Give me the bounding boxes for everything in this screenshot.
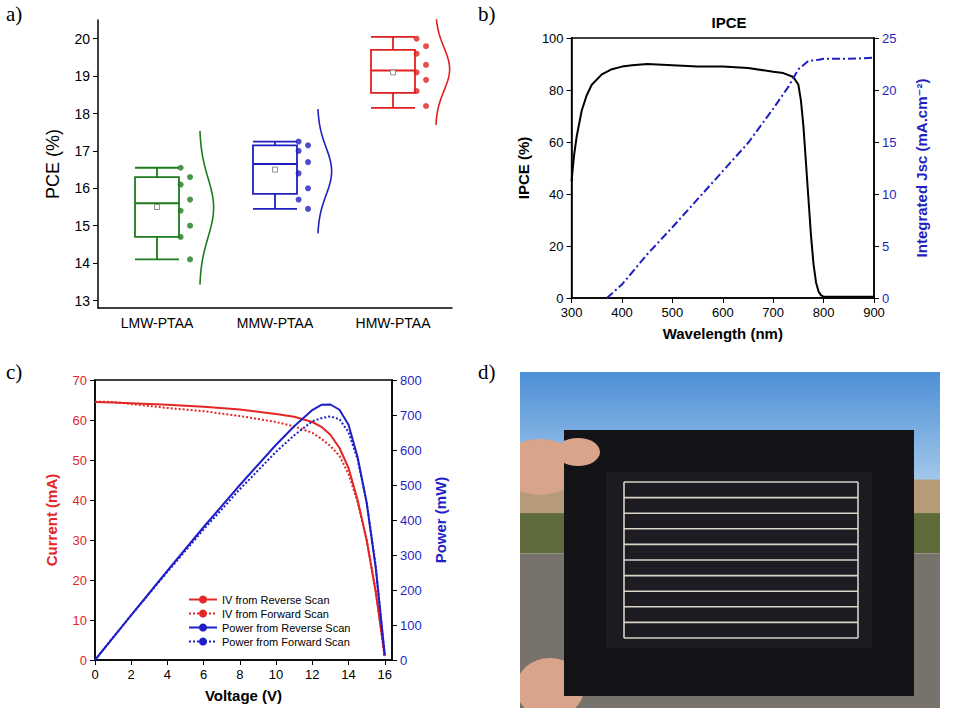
svg-text:14: 14 — [74, 255, 90, 271]
svg-text:0: 0 — [882, 291, 889, 306]
svg-text:10: 10 — [73, 613, 87, 628]
svg-text:5: 5 — [882, 239, 889, 254]
svg-text:700: 700 — [762, 305, 784, 320]
svg-text:500: 500 — [662, 305, 684, 320]
svg-text:19: 19 — [74, 68, 90, 84]
svg-text:20: 20 — [549, 239, 563, 254]
svg-text:300: 300 — [400, 548, 422, 563]
svg-text:700: 700 — [400, 408, 422, 423]
svg-text:100: 100 — [400, 618, 422, 633]
svg-text:20: 20 — [74, 31, 90, 47]
svg-text:IV from Forward Scan: IV from Forward Scan — [222, 608, 329, 620]
svg-text:20: 20 — [882, 83, 896, 98]
svg-text:300: 300 — [561, 305, 583, 320]
svg-text:Current (mA): Current (mA) — [43, 474, 60, 567]
svg-text:14: 14 — [341, 667, 355, 682]
html-text:c): c) — [6, 360, 23, 384]
svg-text:200: 200 — [400, 583, 422, 598]
svg-text:4: 4 — [164, 667, 171, 682]
svg-text:10: 10 — [269, 667, 283, 682]
svg-text:60: 60 — [73, 413, 87, 428]
svg-text:16: 16 — [74, 180, 90, 196]
svg-text:PCE (%): PCE (%) — [43, 129, 63, 199]
svg-text:18: 18 — [74, 106, 90, 122]
svg-text:500: 500 — [400, 478, 422, 493]
svg-text:80: 80 — [549, 83, 563, 98]
svg-text:13: 13 — [74, 293, 90, 309]
svg-text:15: 15 — [882, 135, 896, 150]
svg-text:Wavelength (nm): Wavelength (nm) — [663, 325, 783, 342]
html-text:b): b) — [478, 2, 496, 26]
svg-text:0: 0 — [400, 653, 407, 668]
svg-text:Power from Reverse Scan: Power from Reverse Scan — [222, 622, 350, 634]
svg-text:LMW-PTAA: LMW-PTAA — [121, 315, 194, 331]
svg-text:IV from Reverse Scan: IV from Reverse Scan — [222, 594, 330, 606]
svg-text:6: 6 — [200, 667, 207, 682]
svg-text:IPCE: IPCE — [711, 14, 746, 31]
html-text:a): a) — [6, 2, 23, 26]
svg-text:Power (mW): Power (mW) — [432, 477, 449, 564]
svg-text:40: 40 — [73, 493, 87, 508]
svg-text:MMW-PTAA: MMW-PTAA — [237, 315, 314, 331]
svg-text:800: 800 — [400, 373, 422, 388]
html-text:d): d) — [478, 360, 496, 384]
svg-text:30: 30 — [73, 533, 87, 548]
svg-text:600: 600 — [712, 305, 734, 320]
svg-text:10: 10 — [882, 187, 896, 202]
svg-text:70: 70 — [73, 373, 87, 388]
svg-text:8: 8 — [236, 667, 243, 682]
svg-text:400: 400 — [400, 513, 422, 528]
svg-text:900: 900 — [863, 305, 885, 320]
svg-text:12: 12 — [305, 667, 319, 682]
svg-text:Integrated Jsc (mA.cm⁻²): Integrated Jsc (mA.cm⁻²) — [913, 79, 930, 258]
svg-text:15: 15 — [74, 218, 90, 234]
svg-text:Power from Forward Scan: Power from Forward Scan — [222, 636, 350, 648]
svg-text:20: 20 — [73, 573, 87, 588]
svg-text:IPCE (%): IPCE (%) — [515, 137, 532, 200]
svg-text:17: 17 — [74, 143, 90, 159]
svg-text:25: 25 — [882, 31, 896, 46]
svg-text:HMW-PTAA: HMW-PTAA — [356, 315, 432, 331]
svg-text:0: 0 — [91, 667, 98, 682]
svg-text:0: 0 — [556, 291, 563, 306]
svg-text:800: 800 — [813, 305, 835, 320]
svg-text:2: 2 — [128, 667, 135, 682]
svg-text:60: 60 — [549, 135, 563, 150]
svg-text:Voltage (V): Voltage (V) — [205, 687, 282, 704]
svg-text:100: 100 — [542, 31, 564, 46]
svg-text:600: 600 — [400, 443, 422, 458]
svg-text:0: 0 — [80, 653, 87, 668]
svg-text:40: 40 — [549, 187, 563, 202]
svg-text:50: 50 — [73, 453, 87, 468]
svg-text:400: 400 — [611, 305, 633, 320]
svg-text:16: 16 — [378, 667, 392, 682]
